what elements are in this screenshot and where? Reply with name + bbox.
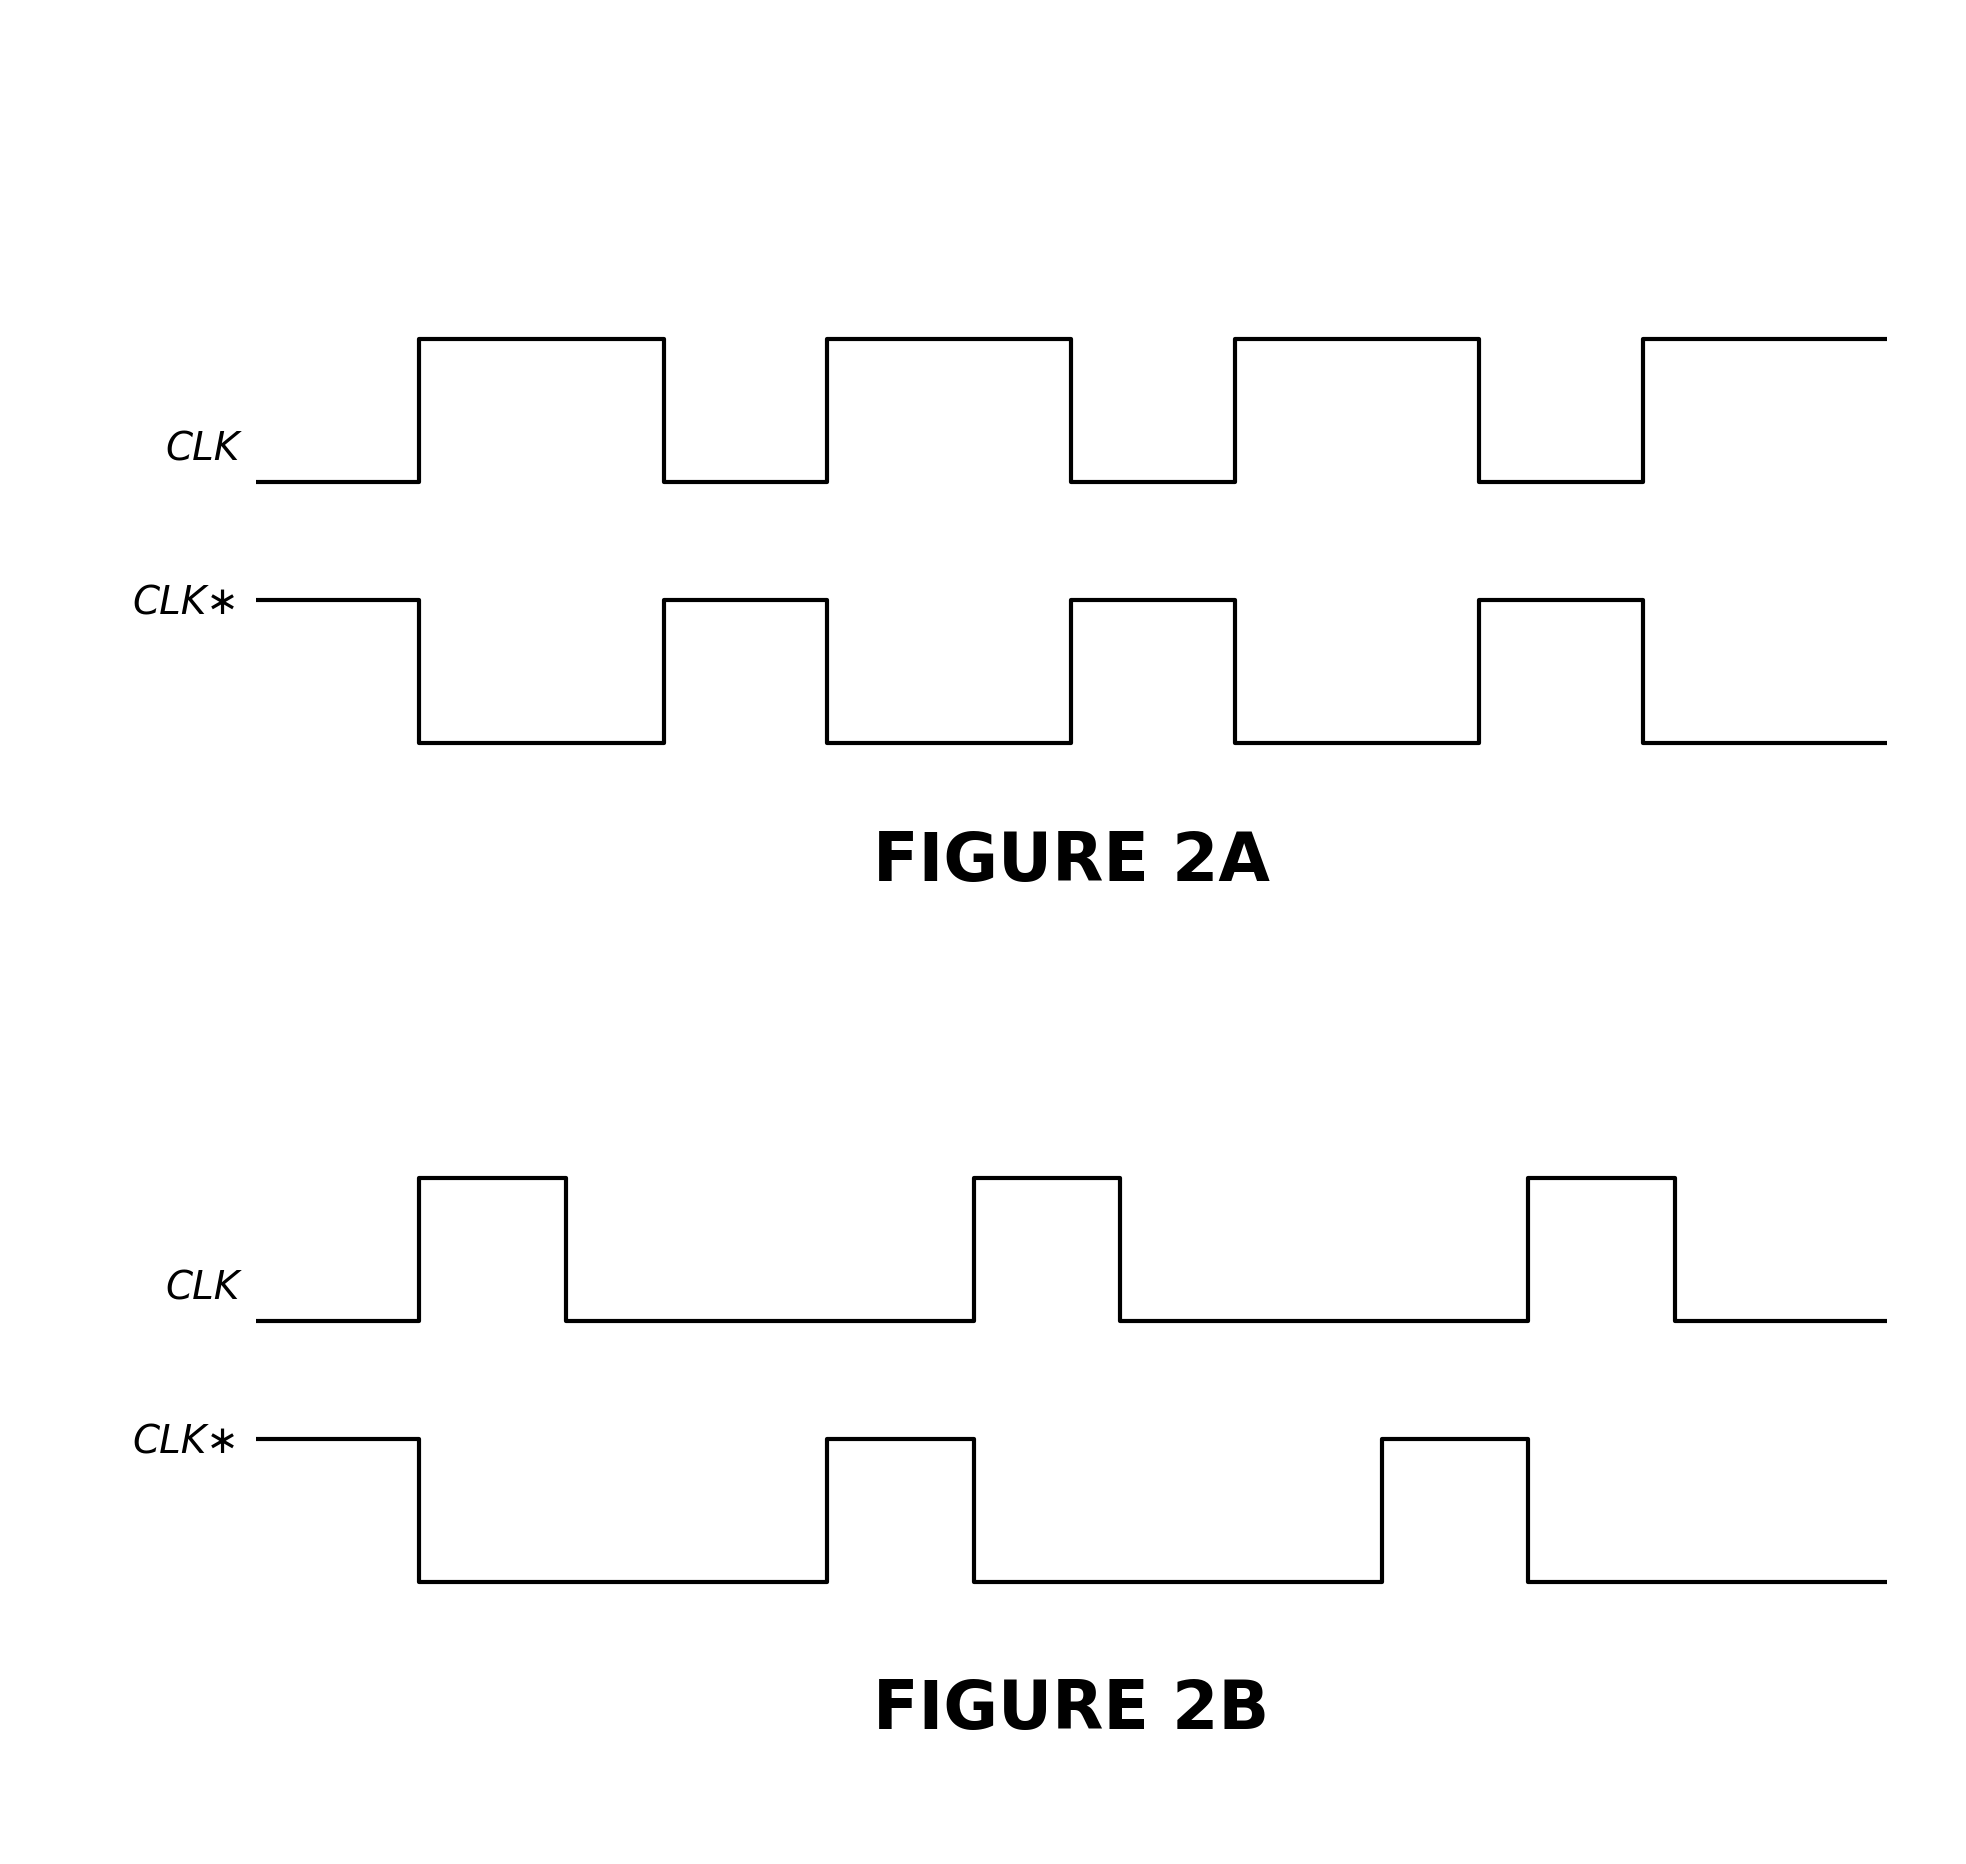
Text: CLK: CLK	[165, 431, 240, 468]
Text: FIGURE 2A: FIGURE 2A	[873, 829, 1270, 895]
Text: CLK∗: CLK∗	[132, 1424, 240, 1461]
Text: FIGURE 2B: FIGURE 2B	[873, 1678, 1270, 1743]
Text: CLK∗: CLK∗	[132, 585, 240, 623]
Text: CLK: CLK	[165, 1269, 240, 1307]
